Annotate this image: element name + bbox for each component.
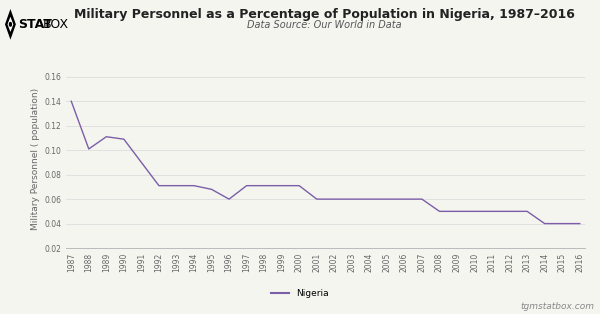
Text: STAT: STAT <box>19 18 52 31</box>
Polygon shape <box>8 17 13 32</box>
Text: tgmstatbox.com: tgmstatbox.com <box>520 302 594 311</box>
Legend: Nigeria: Nigeria <box>268 285 332 302</box>
Text: Military Personnel as a Percentage of Population in Nigeria, 1987–2016: Military Personnel as a Percentage of Po… <box>74 8 574 21</box>
Polygon shape <box>5 9 16 40</box>
Circle shape <box>10 23 11 26</box>
Y-axis label: Military Personnel ( population): Military Personnel ( population) <box>31 88 40 230</box>
Text: BOX: BOX <box>43 18 69 31</box>
Text: Data Source: Our World in Data: Data Source: Our World in Data <box>247 20 401 30</box>
